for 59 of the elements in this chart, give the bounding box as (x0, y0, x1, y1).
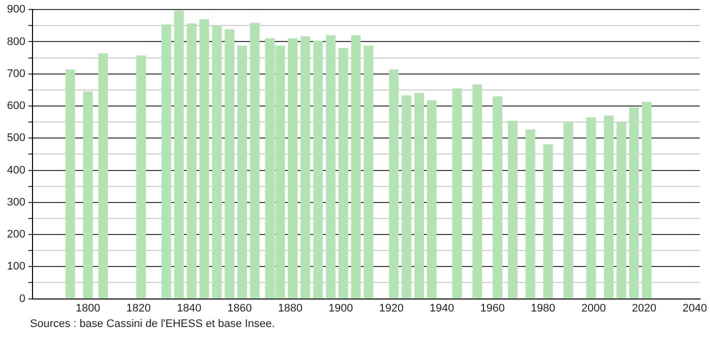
x-tick-label: 2020 (632, 302, 656, 314)
bar (65, 69, 76, 299)
bar (414, 92, 424, 299)
source-note: Sources : base Cassini de l'EHESS et base Insee. (30, 318, 275, 330)
bar (586, 117, 596, 299)
bar (83, 92, 93, 299)
bar (224, 29, 234, 299)
bar (199, 19, 210, 299)
bar (389, 69, 399, 299)
y-tick-label: 700 (6, 68, 26, 80)
x-tick-label: 1920 (379, 302, 404, 314)
x-tick-label: 1980 (530, 302, 556, 314)
bar (162, 24, 172, 299)
bar (492, 96, 502, 299)
y-tick-label: 800 (6, 36, 26, 48)
x-tick-label: 1800 (76, 302, 100, 314)
bar (326, 35, 336, 299)
x-tick-label: 1840 (176, 302, 202, 314)
x-tick-label: 1820 (126, 302, 151, 314)
bar (288, 38, 298, 299)
x-tick-label: 2000 (581, 302, 606, 314)
bar (338, 48, 348, 299)
bar (452, 88, 462, 299)
bar (604, 116, 614, 299)
bar (402, 95, 412, 299)
bar (250, 22, 260, 299)
x-tick-label: 1860 (227, 302, 252, 314)
bar (212, 26, 222, 299)
bar (300, 36, 310, 299)
bar (174, 10, 184, 299)
y-tick-label: 0 (19, 292, 26, 305)
x-tick-label: 1940 (430, 302, 454, 314)
bar (364, 46, 374, 299)
x-tick-label: 2040 (682, 302, 707, 314)
x-tick-label: 1880 (278, 302, 302, 314)
y-tick-label: 100 (6, 260, 26, 273)
bar (351, 35, 361, 299)
bar (426, 100, 437, 299)
y-tick-label: 400 (6, 164, 26, 176)
y-tick-label: 300 (6, 196, 26, 208)
bar (642, 102, 652, 299)
bar (526, 129, 536, 299)
bar (616, 122, 626, 299)
y-tick-label: 600 (6, 100, 26, 112)
bar (98, 53, 108, 299)
x-tick-label: 1900 (328, 302, 354, 314)
y-tick-label: 900 (6, 4, 26, 16)
bar (472, 84, 482, 299)
bar (136, 56, 146, 299)
bar (186, 23, 196, 299)
bar (237, 46, 248, 299)
y-tick-label: 200 (6, 228, 26, 241)
bar (629, 107, 639, 299)
bar (508, 120, 518, 299)
bar (313, 40, 323, 299)
bar (563, 122, 574, 299)
bar (543, 144, 553, 299)
x-tick-label: 1960 (480, 302, 505, 314)
y-tick-label: 500 (6, 132, 26, 144)
